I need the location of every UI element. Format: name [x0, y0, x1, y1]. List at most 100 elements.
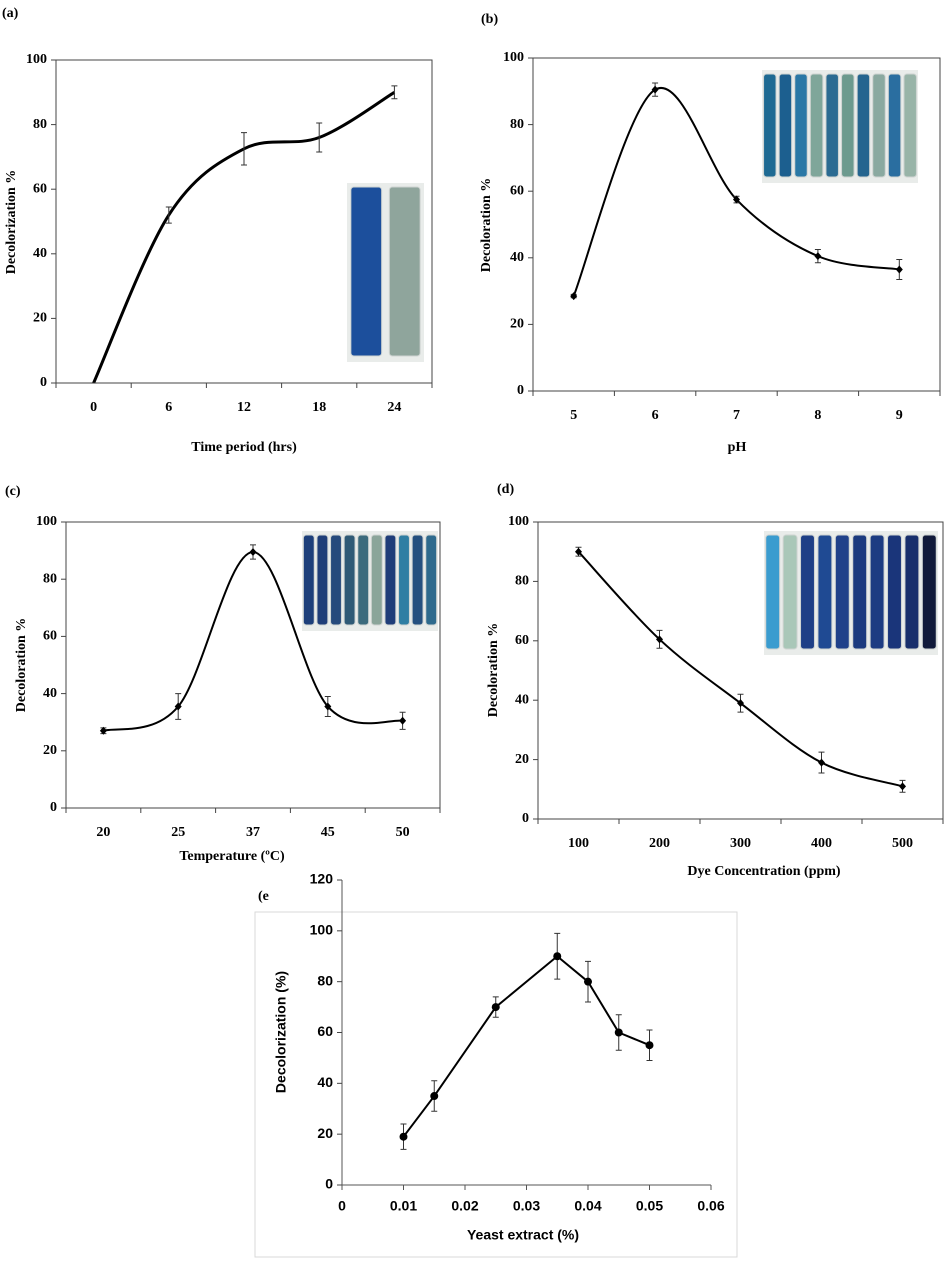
test-tube	[809, 73, 824, 178]
data-line	[92, 91, 396, 384]
y-tick-label: 60	[33, 181, 47, 196]
test-tube	[411, 534, 424, 626]
test-tube	[763, 73, 777, 178]
test-tube	[794, 73, 808, 178]
test-tube	[834, 534, 850, 650]
panel-label: (b)	[481, 12, 498, 27]
x-tick-label: 25	[171, 825, 185, 840]
test-tube	[388, 186, 421, 357]
x-tick-label: 500	[892, 836, 913, 851]
x-tick-label: 0.04	[574, 1198, 601, 1214]
y-axis-label: Decolorization (%)	[273, 971, 289, 1093]
y-tick-label: 80	[515, 574, 529, 589]
y-tick-label: 0	[522, 811, 529, 826]
y-axis-label: Decolorization %	[4, 170, 19, 275]
test-tube	[370, 534, 383, 626]
y-axis-label: Decoloration %	[479, 178, 494, 272]
y-tick-label: 40	[33, 246, 47, 261]
data-point	[818, 758, 825, 767]
error-bar	[316, 122, 323, 153]
x-tick-label: 0	[90, 400, 97, 415]
test-tube	[921, 534, 937, 650]
test-tube	[869, 534, 885, 650]
test-tube	[852, 534, 868, 650]
test-tube	[384, 534, 397, 626]
y-tick-label: 20	[510, 317, 524, 332]
y-tick-label: 100	[503, 50, 524, 65]
data-point	[584, 977, 592, 986]
data-line	[572, 86, 900, 297]
panel-label: (c)	[5, 484, 21, 499]
y-tick-label: 60	[510, 183, 524, 198]
test-tube	[904, 534, 920, 650]
x-tick-label: 50	[396, 825, 410, 840]
data-point	[614, 1028, 623, 1037]
y-tick-label: 100	[508, 514, 529, 529]
data-point	[553, 952, 562, 961]
y-tick-label: 40	[317, 1074, 333, 1090]
y-tick-label: 20	[33, 311, 47, 326]
test-tube	[800, 534, 815, 650]
x-tick-label: 5	[570, 408, 577, 423]
y-tick-label: 120	[310, 871, 334, 887]
panel-label: (a)	[2, 6, 19, 21]
data-line	[402, 954, 650, 1138]
test-tube	[872, 73, 886, 178]
x-tick-label: 45	[321, 825, 335, 840]
x-axis-label: Temperature (ºC)	[179, 849, 285, 864]
error-bar	[165, 206, 172, 224]
data-point	[399, 1132, 408, 1141]
data-point	[575, 547, 582, 556]
y-tick-label: 0	[40, 375, 47, 390]
x-axis-label: Yeast extract (%)	[467, 1227, 579, 1243]
data-point	[645, 1041, 654, 1050]
x-tick-label: 100	[568, 836, 589, 851]
y-tick-label: 20	[43, 743, 57, 758]
test-tube	[856, 73, 871, 178]
y-tick-label: 100	[310, 922, 334, 938]
test-tube	[765, 534, 781, 650]
data-point	[814, 252, 822, 261]
test-tube	[817, 534, 833, 650]
y-tick-label: 80	[33, 117, 47, 132]
test-tube	[350, 186, 383, 357]
x-tick-label: 0	[338, 1198, 346, 1214]
test-tube	[782, 534, 798, 650]
data-point	[651, 85, 659, 94]
x-tick-label: 6	[652, 408, 659, 423]
x-tick-label: 400	[811, 836, 832, 851]
y-tick-label: 100	[26, 52, 47, 67]
test-tube	[778, 73, 793, 178]
x-tick-label: 0.01	[390, 1198, 417, 1214]
data-point	[737, 699, 744, 708]
error-bar	[241, 132, 247, 166]
y-tick-label: 80	[43, 571, 57, 586]
y-tick-label: 20	[317, 1125, 333, 1141]
test-tube	[903, 73, 917, 178]
y-tick-label: 0	[517, 383, 524, 398]
x-tick-label: 0.02	[451, 1198, 478, 1214]
test-tube	[887, 534, 902, 650]
y-tick-label: 100	[36, 514, 57, 529]
test-tube	[825, 73, 839, 178]
panel-border	[254, 911, 738, 1258]
test-tube	[887, 73, 902, 178]
y-axis-label: Decoloration %	[14, 618, 29, 712]
y-tick-label: 40	[515, 692, 529, 707]
x-tick-label: 18	[312, 400, 326, 415]
y-tick-label: 40	[510, 250, 524, 265]
data-point	[430, 1092, 439, 1101]
test-tube	[330, 534, 342, 626]
x-tick-label: 200	[649, 836, 670, 851]
data-point	[249, 548, 257, 557]
data-point	[99, 726, 107, 735]
y-tick-label: 80	[317, 972, 333, 988]
x-tick-label: 7	[733, 408, 740, 423]
y-tick-label: 80	[510, 117, 524, 132]
x-tick-label: 0.03	[513, 1198, 540, 1214]
plot-frame	[65, 521, 441, 809]
y-tick-label: 60	[317, 1023, 333, 1039]
test-tube	[302, 534, 315, 626]
y-tick-label: 0	[50, 800, 57, 815]
